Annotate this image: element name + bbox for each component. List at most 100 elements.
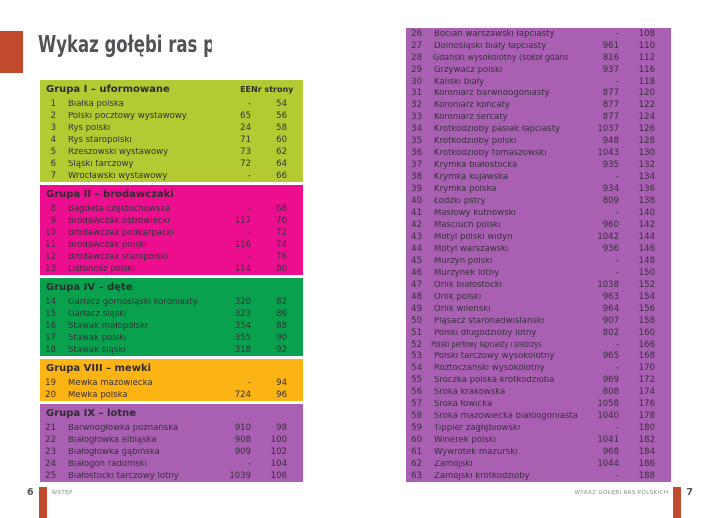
table-row: 13 Listonosz polski 114 80: [40, 263, 303, 275]
section-title: Grupa II – brodawczaki: [46, 188, 174, 200]
ee-number: -: [247, 377, 251, 388]
page-ref: 98: [276, 422, 287, 433]
row-number: 43: [411, 231, 422, 242]
row-number: 3: [50, 122, 56, 133]
column-header-ee: EE: [240, 84, 251, 94]
table-row: 41 Masłowy kutnowski - 140: [406, 207, 671, 219]
ee-number: 961: [602, 40, 619, 51]
breed-name: Śląski tarczowy: [68, 159, 134, 169]
section-header: Grupa II – brodawczaki: [40, 185, 303, 203]
table-row: 4 Ryś staropolski 71 60: [40, 134, 303, 146]
table-row: 43 Motyl polski widyn 1042 144: [406, 231, 671, 243]
breed-name: Sroczka polska krótkodzioba: [434, 376, 555, 385]
row-number: 10: [45, 227, 56, 238]
table-row: 2 Polski pocztowy wystawowy 65 56: [40, 110, 303, 122]
table-row: 18 Stawak śląski 318 92: [40, 344, 303, 356]
row-number: 51: [411, 327, 422, 338]
ee-number: -: [615, 339, 619, 350]
ee-number: 65: [240, 110, 251, 121]
row-number: 16: [45, 320, 56, 331]
table-row: 10 Brodawczak podkarpacki - 72: [40, 227, 303, 239]
page-ref: 92: [276, 344, 287, 355]
table-row: 28 Gdański wysokolotny (sokół gdański) 816…: [406, 52, 671, 64]
left-page-number: 6: [27, 487, 34, 498]
right-page-footer: WYKAZ GOŁĘBI RAS POLSKICH 7: [574, 487, 693, 518]
breed-name: Brodawczak podkarpacki: [68, 228, 174, 238]
table-row: 23 Białogłówka gąbińska 909 102: [40, 446, 303, 458]
ee-number: 355: [234, 332, 251, 343]
ee-number: 1043: [597, 148, 619, 159]
breed-name: Pląsacz staronadwiślański: [434, 316, 545, 326]
breed-name: Sroka krakowska: [434, 388, 506, 397]
section-header: Grupa VIII – mewki: [40, 359, 303, 377]
ee-number: 73: [240, 146, 251, 157]
page-ref: 154: [638, 291, 655, 302]
breed-name: Polski pocztowy wystawowy: [68, 111, 187, 121]
ee-number: -: [615, 208, 619, 219]
section-header: Grupa I – uformowane EE Nr strony: [40, 80, 303, 98]
table-row: 5 Rzeszowski wystawowy 73 62: [40, 146, 303, 158]
table-section: Grupa IX – lotne 21 Barwnogłówka poznańska…: [40, 404, 303, 482]
row-number: 53: [411, 351, 422, 362]
breed-name: Wrocławski wystawowy: [68, 171, 168, 181]
breed-name: Białka polska: [68, 99, 124, 109]
table-row: 62 Zamojski 1044 186: [406, 458, 671, 470]
breed-name: Ryś polski: [68, 123, 111, 133]
right-table: 26 Bocian warszawski łapciasty - 108 27 Dolno…: [406, 28, 671, 482]
breed-name: Białostocki tarczowy lotny: [68, 471, 179, 481]
breed-name: Orlik wileński: [434, 304, 491, 314]
page-ref: 126: [638, 124, 655, 135]
row-number: 26: [411, 28, 422, 39]
section-header: Grupa IX – lotne: [40, 404, 303, 422]
ee-number: 937: [602, 64, 619, 75]
table-row: 12 Brodawczak staropolski - 76: [40, 251, 303, 263]
row-number: 8: [50, 203, 56, 214]
breed-name: Garłacz górnośląski koroniasty: [68, 297, 198, 307]
breed-name: Bocian warszawski łapciasty: [434, 29, 555, 39]
page-ref: 168: [638, 351, 655, 362]
row-number: 32: [411, 100, 422, 111]
breed-name: Sroka łowicka: [434, 400, 493, 409]
row-number: 20: [45, 389, 56, 400]
page-ref: 112: [638, 52, 655, 63]
table-row: 19 Mewka mazowiecka - 94: [40, 377, 303, 389]
ee-number: 72: [240, 158, 251, 169]
breed-name: Barwnogłówka poznańska: [68, 423, 179, 433]
ee-number: 910: [234, 422, 251, 433]
breed-name: Stawak śląski: [68, 345, 126, 355]
breed-name: Krótkodzioby tomaszowski: [434, 149, 547, 158]
footer-red-bar: [673, 487, 682, 518]
table-row: 59 Tippler zagłębiowski - 180: [406, 422, 671, 434]
page-ref: 64: [276, 158, 287, 169]
page-ref: 178: [638, 411, 655, 422]
page-ref: 90: [276, 332, 287, 343]
table-section: Grupa I – uformowane EE Nr strony 1 Białka p…: [40, 80, 303, 182]
row-number: 61: [411, 447, 422, 458]
table-row: 52 Polski perłowy łapciasty i srebrzysty …: [406, 339, 671, 351]
table-row: 7 Wrocławski wystawowy - 66: [40, 170, 303, 182]
page-ref: 160: [638, 327, 655, 338]
table-row: 35 Krótkodzioby polski 948 128: [406, 136, 671, 148]
table-row: 29 Grzywacz polski 937 116: [406, 64, 671, 76]
section-header: Grupa IV – dęte: [40, 278, 303, 296]
ee-number: -: [615, 255, 619, 266]
breed-name: Listonosz polski: [68, 264, 135, 274]
row-number: 6: [50, 158, 56, 169]
page-ref: 68: [276, 203, 287, 214]
ee-number: 877: [602, 100, 619, 111]
row-number: 38: [411, 172, 422, 183]
ee-number: 968: [602, 447, 619, 458]
table-row: 1 Białka polska - 54: [40, 98, 303, 110]
page-ref: 76: [276, 251, 287, 262]
page-ref: 74: [276, 239, 287, 250]
ee-number: 1041: [597, 435, 619, 446]
table-row: 32 Koroniarz końcaty 877 122: [406, 100, 671, 112]
row-number: 15: [45, 308, 56, 319]
breed-name: Dolnośląski biały łapciasty: [434, 41, 547, 51]
row-number: 18: [45, 344, 56, 355]
row-number: 42: [411, 219, 422, 230]
row-number: 35: [411, 136, 422, 147]
ee-number: -: [615, 76, 619, 87]
ee-number: 809: [602, 196, 619, 207]
page-ref: 58: [276, 122, 287, 133]
